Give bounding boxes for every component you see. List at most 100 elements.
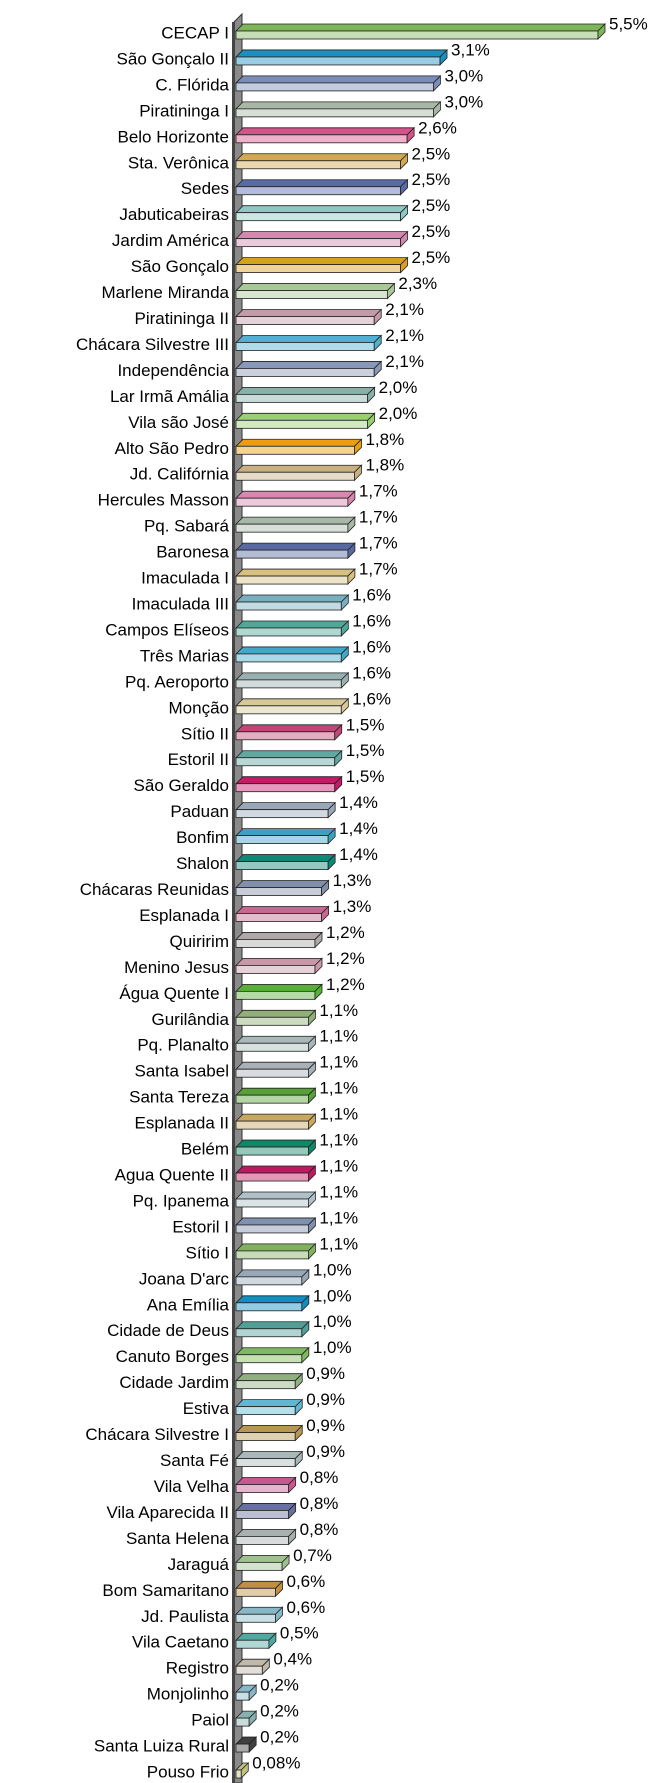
- category-label: Santa Fé: [160, 1451, 229, 1470]
- value-label: 1,5%: [346, 767, 385, 786]
- value-label: 0,9%: [306, 1416, 345, 1435]
- category-label: São Gonçalo: [131, 257, 229, 276]
- bar: [235, 1510, 290, 1519]
- bar-top: [235, 412, 376, 421]
- value-label: 1,4%: [339, 845, 378, 864]
- bar-side: [307, 1009, 316, 1027]
- bar-side: [327, 853, 336, 871]
- category-label: CECAP I: [161, 23, 229, 42]
- bar-top: [235, 542, 356, 551]
- category-label: Chácara Silvestre I: [85, 1425, 229, 1444]
- category-label: Vila Aparecida II: [106, 1503, 229, 1522]
- category-label: Bom Samaritano: [102, 1581, 229, 1600]
- bar: [235, 1068, 309, 1078]
- bar-side: [307, 1165, 316, 1182]
- bar-side: [248, 1710, 257, 1728]
- bar: [235, 964, 316, 974]
- value-label: 2,5%: [412, 222, 451, 241]
- category-label: Piratininga II: [135, 309, 230, 328]
- category-label: Joana D'arc: [139, 1269, 230, 1288]
- bar: [235, 1120, 309, 1130]
- bar-side: [321, 879, 329, 897]
- bar: [235, 290, 388, 299]
- category-label: Jaraguá: [168, 1555, 230, 1574]
- bar-side: [301, 1268, 310, 1286]
- category-label: Estoril I: [172, 1217, 229, 1236]
- bar-top: [235, 101, 442, 110]
- bar-top: [235, 1295, 310, 1304]
- value-label: 3,0%: [444, 66, 483, 85]
- category-label: Imaculada I: [141, 569, 229, 588]
- bar: [235, 212, 401, 222]
- category-label: Jd. Califórnia: [130, 465, 230, 484]
- category-label: Baronesa: [156, 543, 229, 562]
- bar-top: [235, 1191, 317, 1200]
- value-label: 0,9%: [306, 1364, 345, 1383]
- value-label: 1,8%: [365, 456, 404, 475]
- bar: [235, 1016, 309, 1026]
- bar-side: [347, 542, 356, 560]
- bar-top: [235, 672, 350, 681]
- bar-side: [367, 386, 376, 404]
- bar: [235, 549, 349, 559]
- bar-top: [235, 880, 330, 888]
- bar: [235, 1146, 309, 1156]
- value-label: 0,8%: [300, 1468, 339, 1487]
- bar: [235, 1380, 296, 1390]
- value-label: 0,8%: [300, 1520, 339, 1539]
- category-label: Cidade de Deus: [107, 1321, 229, 1340]
- category-label: Sta. Verônica: [128, 153, 230, 172]
- bar-top: [235, 854, 337, 862]
- bar-side: [307, 1113, 316, 1131]
- category-label: Chácaras Reunidas: [80, 880, 229, 899]
- bar-side: [354, 438, 362, 456]
- bar: [235, 56, 441, 66]
- value-label: 1,1%: [319, 1157, 358, 1176]
- category-label: Santa Helena: [126, 1529, 230, 1548]
- bar-top: [235, 205, 409, 214]
- category-label: Hercules Masson: [98, 491, 229, 510]
- bar-top: [235, 23, 606, 32]
- bar-side: [294, 1424, 303, 1442]
- value-label: 0,9%: [306, 1442, 345, 1461]
- value-label: 0,8%: [300, 1494, 339, 1513]
- category-label: Ana Emília: [147, 1295, 230, 1314]
- bar: [235, 1302, 303, 1312]
- bar-side: [288, 1476, 297, 1494]
- category-label: Monjolinho: [147, 1685, 229, 1704]
- bar-side: [321, 905, 329, 923]
- bar: [235, 1665, 263, 1675]
- bar-side: [340, 645, 349, 663]
- bar-side: [400, 178, 408, 196]
- value-label: 1,1%: [319, 1182, 358, 1201]
- bar: [235, 913, 322, 922]
- bar-top: [235, 1529, 297, 1537]
- bar: [235, 1250, 309, 1260]
- category-label: Jardim América: [112, 231, 230, 250]
- bar-side: [347, 490, 356, 508]
- bar: [235, 679, 342, 689]
- value-label: 1,2%: [326, 975, 365, 994]
- bar: [235, 601, 342, 611]
- bar-top: [235, 1113, 317, 1122]
- bar-side: [294, 1398, 303, 1416]
- bar-side: [248, 1736, 257, 1754]
- bar-top: [235, 1217, 317, 1226]
- bar-side: [307, 1216, 316, 1234]
- bar: [235, 1224, 309, 1234]
- bar: [235, 1406, 296, 1416]
- category-label: Estoril II: [168, 750, 229, 769]
- value-label: 1,0%: [313, 1286, 352, 1305]
- value-label: 1,0%: [313, 1260, 352, 1279]
- bar: [235, 1172, 309, 1182]
- category-label: Belo Horizonte: [117, 127, 229, 146]
- bar-side: [400, 152, 408, 170]
- bar-top: [235, 1009, 317, 1018]
- bar-top: [235, 646, 350, 655]
- bar: [235, 1587, 276, 1597]
- category-label: Jabuticabeiras: [119, 205, 229, 224]
- value-label: 1,3%: [333, 871, 372, 890]
- value-label: 1,1%: [319, 1208, 358, 1227]
- bar-top: [235, 1269, 310, 1278]
